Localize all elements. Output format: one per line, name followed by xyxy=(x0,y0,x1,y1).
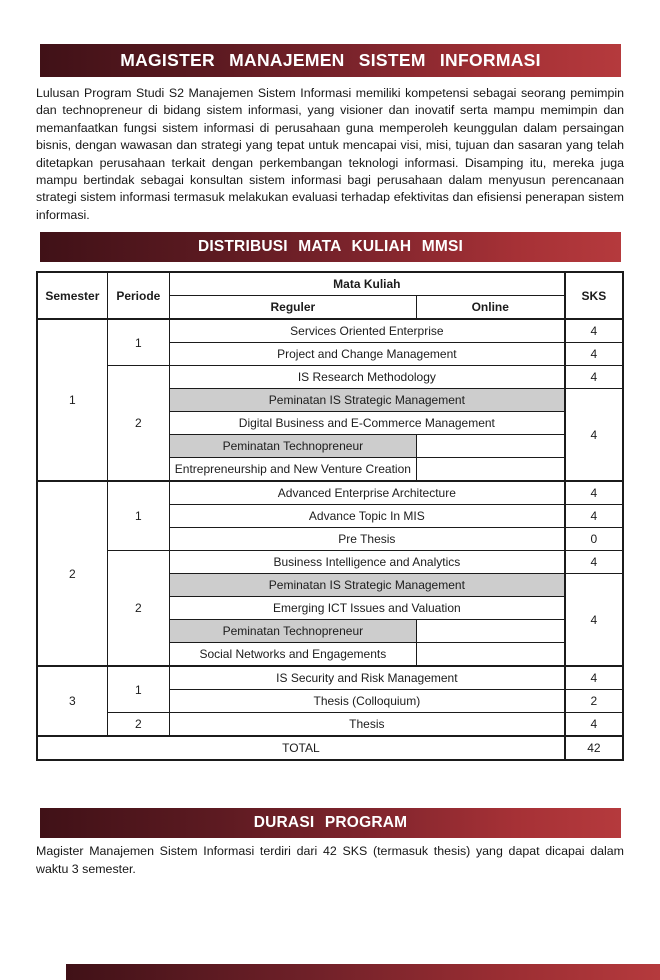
course-cell: Digital Business and E-Commerce Manageme… xyxy=(168,411,566,436)
periode-cell: 2 xyxy=(106,365,170,482)
course-distribution-table: Semester Periode Mata Kuliah SKS Reguler… xyxy=(36,271,624,762)
sks-cell: 0 xyxy=(563,527,624,552)
sks-group-cell: 4 xyxy=(563,573,624,667)
periode-cell: 1 xyxy=(106,318,170,367)
title-banner: MAGISTER MANAJEMEN SISTEM INFORMASI xyxy=(40,44,621,77)
peminatan-cell: Peminatan IS Strategic Management xyxy=(168,388,566,413)
sks-cell: 2 xyxy=(563,689,624,714)
table-row: 2 Thesis 4 xyxy=(37,712,624,737)
peminatan-cell: Peminatan Technopreneur xyxy=(168,619,417,644)
course-cell: Advanced Enterprise Architecture xyxy=(168,480,566,506)
header-semester: Semester xyxy=(36,271,108,321)
semester-cell: 3 xyxy=(36,665,108,737)
sks-cell: 4 xyxy=(563,365,624,390)
semester-cell: 2 xyxy=(36,480,108,667)
course-cell: IS Research Methodology xyxy=(168,365,566,390)
online-empty-cell xyxy=(415,434,566,459)
table-row: 2 Business Intelligence and Analytics 4 xyxy=(37,550,624,667)
sks-cell: 4 xyxy=(563,318,624,344)
intro-paragraph: Lulusan Program Studi S2 Manajemen Siste… xyxy=(36,86,624,222)
sks-cell: 4 xyxy=(563,665,624,691)
table-row: Digital Business and E-Commerce Manageme… xyxy=(37,411,623,436)
duration-banner-text: DURASI PROGRAM xyxy=(253,814,408,832)
course-cell: Project and Change Management xyxy=(168,342,566,367)
table-total-row: TOTAL 42 xyxy=(36,735,624,761)
periode-cell: 2 xyxy=(106,550,170,667)
table-subheader-row: Reguler Online xyxy=(37,295,623,321)
table-header-row: Semester Periode Mata Kuliah SKS xyxy=(36,271,624,321)
sks-group-cell: 4 xyxy=(563,388,624,482)
partial-banner-bottom xyxy=(66,964,660,980)
sks-cell: 4 xyxy=(563,504,624,529)
table-row: Pre Thesis 0 xyxy=(37,527,624,552)
course-cell: Entrepreneurship and New Venture Creatio… xyxy=(168,457,417,482)
title-banner-text: MAGISTER MANAJEMEN SISTEM INFORMASI xyxy=(120,50,541,70)
periode-cell: 1 xyxy=(106,480,170,552)
table-row: Peminatan Technopreneur xyxy=(37,434,623,459)
peminatan-cell: Peminatan Technopreneur xyxy=(168,434,417,459)
distribution-banner: DISTRIBUSI MATA KULIAH MMSI xyxy=(40,232,621,263)
course-cell: IS Security and Risk Management xyxy=(168,665,566,691)
course-cell: Thesis xyxy=(168,712,566,737)
table-row: Peminatan IS Strategic Management 4 xyxy=(37,573,624,667)
periode-cell: 2 xyxy=(106,712,170,737)
table-row: 2 1 Advanced Enterprise Architecture 4 xyxy=(36,480,624,667)
course-cell: Services Oriented Enterprise xyxy=(168,318,566,344)
peminatan-cell: Peminatan IS Strategic Management xyxy=(168,573,566,598)
semester-cell: 1 xyxy=(36,318,108,482)
table-row: Peminatan Technopreneur xyxy=(37,619,623,644)
header-online: Online xyxy=(415,295,566,321)
total-sks-cell: 42 xyxy=(563,735,624,761)
table-row: Peminatan IS Strategic Management 4 xyxy=(37,388,624,482)
table-row: Entrepreneurship and New Venture Creatio… xyxy=(37,457,623,482)
course-cell: Thesis (Colloquium) xyxy=(168,689,566,714)
duration-banner: DURASI PROGRAM xyxy=(40,808,621,839)
header-mata-kuliah: Mata Kuliah xyxy=(168,271,566,297)
table-row: 2 IS Research Methodology 4 xyxy=(37,365,624,482)
sks-cell: 4 xyxy=(563,342,624,367)
course-cell: Social Networks and Engagements xyxy=(168,642,417,667)
table-row: Thesis (Colloquium) 2 xyxy=(37,689,624,714)
distribution-banner-text: DISTRIBUSI MATA KULIAH MMSI xyxy=(197,238,464,256)
sks-cell: 4 xyxy=(563,550,624,575)
course-cell: Pre Thesis xyxy=(168,527,566,552)
table-row: 3 1 IS Security and Risk Management 4 xyxy=(36,665,624,737)
header-reguler: Reguler xyxy=(168,295,417,321)
online-empty-cell xyxy=(415,619,566,644)
sks-cell: 4 xyxy=(563,480,624,506)
header-sks: SKS xyxy=(563,271,624,321)
table-row: 1 1 Services Oriented Enterprise 4 xyxy=(36,318,624,482)
total-label-cell: TOTAL xyxy=(36,735,566,761)
header-periode: Periode xyxy=(106,271,170,321)
sks-cell: 4 xyxy=(563,712,624,737)
course-cell: Advance Topic In MIS xyxy=(168,504,566,529)
course-cell: Emerging ICT Issues and Valuation xyxy=(168,596,566,621)
duration-paragraph: Magister Manajemen Sistem Informasi terd… xyxy=(36,844,624,876)
periode-cell: 1 xyxy=(106,665,170,714)
online-empty-cell xyxy=(415,642,566,667)
online-empty-cell xyxy=(415,457,566,482)
course-cell: Business Intelligence and Analytics xyxy=(168,550,566,575)
